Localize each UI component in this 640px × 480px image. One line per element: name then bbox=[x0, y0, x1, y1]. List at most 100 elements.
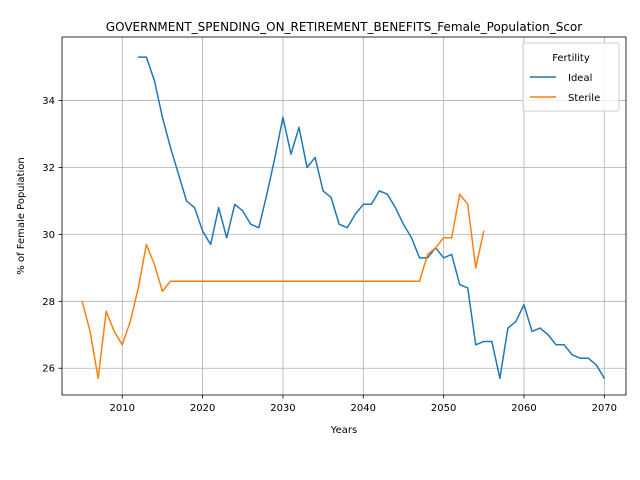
data-point-sterile bbox=[418, 280, 421, 282]
data-point-ideal bbox=[386, 193, 388, 195]
data-point-sterile bbox=[161, 290, 164, 292]
data-point-ideal bbox=[603, 377, 605, 379]
data-point-sterile bbox=[314, 280, 316, 282]
data-point-ideal bbox=[177, 173, 180, 175]
x-tick-label: 2040 bbox=[351, 403, 376, 414]
data-point-ideal bbox=[202, 230, 204, 232]
data-point-ideal bbox=[266, 193, 268, 195]
data-point-ideal bbox=[298, 126, 300, 128]
data-point-sterile bbox=[426, 253, 429, 256]
data-point-sterile bbox=[226, 280, 228, 282]
data-point-sterile bbox=[475, 267, 477, 269]
data-point-ideal bbox=[153, 79, 155, 82]
data-point-ideal bbox=[467, 287, 469, 289]
data-point-ideal bbox=[394, 207, 397, 209]
grid-lines bbox=[62, 37, 626, 395]
data-point-ideal bbox=[410, 237, 413, 239]
data-point-sterile bbox=[97, 377, 99, 379]
data-point-sterile bbox=[153, 263, 155, 266]
data-point-ideal bbox=[282, 116, 284, 118]
data-point-sterile bbox=[145, 243, 147, 246]
data-point-ideal bbox=[362, 203, 364, 205]
data-point-ideal bbox=[539, 327, 541, 329]
data-point-sterile bbox=[306, 280, 308, 282]
legend: Fertility Ideal Sterile bbox=[522, 42, 620, 112]
data-point-ideal bbox=[354, 213, 356, 215]
data-point-sterile bbox=[346, 280, 348, 282]
data-point-ideal bbox=[587, 357, 589, 359]
data-point-sterile bbox=[443, 237, 445, 239]
data-point-ideal bbox=[491, 340, 493, 343]
y-tick-label: 28 bbox=[42, 297, 55, 308]
data-point-sterile bbox=[218, 280, 220, 282]
data-point-sterile bbox=[242, 280, 244, 282]
data-point-sterile bbox=[402, 280, 405, 282]
data-point-ideal bbox=[499, 377, 501, 379]
data-point-sterile bbox=[298, 280, 300, 282]
chart-title: GOVERNMENT_SPENDING_ON_RETIREMENT_BENEFI… bbox=[106, 20, 582, 34]
data-point-sterile bbox=[290, 280, 292, 282]
y-tick-label: 30 bbox=[42, 230, 55, 241]
y-tick-label: 32 bbox=[42, 163, 55, 174]
x-tick-label: 2060 bbox=[511, 403, 536, 414]
data-point-sterile bbox=[185, 280, 188, 282]
data-point-ideal bbox=[483, 340, 485, 343]
data-point-ideal bbox=[137, 56, 139, 58]
data-point-ideal bbox=[145, 56, 147, 58]
data-point-ideal bbox=[507, 327, 509, 329]
legend-label-ideal: Ideal bbox=[568, 73, 592, 84]
data-point-ideal bbox=[338, 223, 340, 225]
data-point-sterile bbox=[410, 280, 413, 282]
data-point-ideal bbox=[370, 203, 372, 205]
data-point-sterile bbox=[121, 344, 123, 346]
y-axis-label: % of Female Population bbox=[16, 157, 27, 274]
data-point-ideal bbox=[193, 207, 196, 209]
data-point-sterile bbox=[210, 280, 212, 282]
data-point-sterile bbox=[234, 280, 236, 282]
data-point-sterile bbox=[483, 230, 485, 232]
y-axis-ticks: 26 28 30 32 34 bbox=[42, 96, 62, 375]
data-point-ideal bbox=[515, 320, 517, 322]
x-tick-label: 2030 bbox=[270, 403, 295, 414]
legend-label-sterile: Sterile bbox=[568, 93, 600, 104]
data-point-ideal bbox=[290, 153, 292, 155]
data-point-sterile bbox=[467, 203, 469, 205]
data-point-ideal bbox=[274, 156, 276, 159]
data-point-ideal bbox=[571, 354, 573, 356]
data-point-sterile bbox=[451, 237, 453, 239]
data-point-sterile bbox=[394, 280, 397, 282]
data-point-ideal bbox=[475, 344, 477, 346]
data-point-sterile bbox=[434, 247, 437, 249]
data-point-ideal bbox=[210, 243, 212, 246]
data-point-ideal bbox=[226, 237, 228, 239]
data-point-ideal bbox=[555, 344, 557, 346]
data-point-sterile bbox=[274, 280, 276, 282]
y-tick-label: 34 bbox=[42, 96, 55, 107]
data-point-sterile bbox=[193, 280, 196, 282]
x-tick-label: 2070 bbox=[592, 403, 617, 414]
data-point-sterile bbox=[202, 280, 204, 282]
y-tick-label: 26 bbox=[42, 364, 55, 375]
x-tick-label: 2020 bbox=[190, 403, 215, 414]
data-point-ideal bbox=[451, 253, 453, 256]
data-point-ideal bbox=[250, 223, 252, 225]
data-point-sterile bbox=[89, 330, 91, 333]
data-point-ideal bbox=[443, 257, 445, 259]
series-layer bbox=[81, 56, 605, 380]
data-point-ideal bbox=[531, 330, 533, 333]
data-point-ideal bbox=[258, 227, 260, 229]
plot-frame bbox=[61, 36, 627, 396]
data-point-sterile bbox=[378, 280, 380, 282]
data-point-ideal bbox=[459, 283, 461, 286]
data-point-ideal bbox=[402, 223, 405, 225]
legend-box bbox=[522, 42, 620, 112]
data-point-ideal bbox=[547, 334, 549, 336]
data-point-sterile bbox=[177, 280, 180, 282]
legend-title: Fertility bbox=[552, 53, 590, 64]
data-point-ideal bbox=[418, 257, 421, 259]
data-point-ideal bbox=[169, 146, 172, 149]
data-point-sterile bbox=[169, 280, 172, 282]
data-point-ideal bbox=[595, 364, 597, 366]
data-point-sterile bbox=[459, 193, 461, 195]
